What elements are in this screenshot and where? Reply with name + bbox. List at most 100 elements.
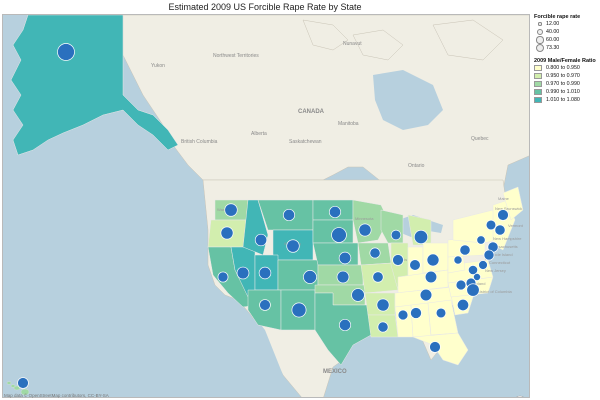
rate-bubble-me[interactable] (497, 209, 509, 221)
arctic-islands (302, 19, 504, 61)
legend-color-swatch (534, 89, 542, 95)
legend-size-label: 40.00 (546, 29, 560, 35)
rate-bubble-id[interactable] (254, 233, 268, 247)
map-canvas[interactable]: Yukon Northwest Territories Nunavut Brit… (2, 14, 530, 398)
label-vermont: Vermont (508, 223, 524, 228)
legend-size-list: 12.00 40.00 60.00 73.30 (534, 20, 598, 52)
rate-bubble-nm[interactable] (291, 302, 307, 318)
rate-bubble-de[interactable] (466, 283, 480, 297)
legend-size-circle-wrap (534, 36, 546, 44)
rate-bubble-al[interactable] (410, 307, 422, 319)
label-canada: CANADA (298, 109, 325, 115)
legend-color-swatch (534, 65, 542, 71)
legend-size-label: 60.00 (546, 37, 560, 43)
rate-bubble-ia[interactable] (369, 247, 381, 259)
legend-size-circle-wrap (534, 28, 546, 36)
rate-bubble-ky[interactable] (424, 270, 438, 284)
label-maryland: Maryland (469, 281, 485, 286)
rate-bubble-fl[interactable] (429, 341, 441, 353)
label-nwt: Northwest Territories (213, 53, 259, 59)
legend-size-item: 12.00 (534, 20, 598, 28)
state-nebraska[interactable] (312, 242, 359, 266)
rate-bubble-nd[interactable] (328, 205, 342, 219)
rate-bubble-md[interactable] (455, 279, 467, 291)
label-rhode-island: Rhode Island (489, 252, 513, 257)
rate-bubble-la[interactable] (377, 321, 389, 333)
zoom-control[interactable] (513, 395, 527, 398)
rate-bubble-wi[interactable] (390, 229, 402, 241)
label-nunavut: Nunavut (343, 41, 362, 47)
state-new-york[interactable] (452, 209, 499, 244)
label-maine: Maine (498, 196, 510, 201)
rate-bubble-mt[interactable] (282, 208, 296, 222)
rate-bubble-mo[interactable] (372, 271, 384, 283)
alaska-region (10, 15, 179, 156)
map-title: Estimated 2009 US Forcible Rape Rate by … (168, 2, 362, 12)
state-maine[interactable] (502, 186, 524, 221)
rate-bubble-va[interactable] (467, 264, 479, 276)
legend-color-swatch (534, 73, 542, 79)
rate-bubble-ok[interactable] (351, 288, 365, 302)
rate-bubble-wa[interactable] (224, 203, 238, 217)
rate-bubbles-layer (17, 43, 509, 389)
label-mexico: MEXICO (323, 369, 347, 375)
legend-panel: Forcible rape rate 12.00 40.00 60.00 73.30 … (534, 14, 598, 164)
rate-bubble-wv[interactable] (453, 255, 463, 265)
legend-size-label: 73.30 (546, 45, 560, 51)
legend-color-item: 1.010 to 1.080 (534, 96, 598, 104)
rate-bubble-tx[interactable] (338, 318, 352, 332)
rate-bubble-ri[interactable] (483, 249, 495, 261)
rate-bubble-az[interactable] (259, 299, 271, 311)
legend-size-label: 12.00 (546, 21, 560, 27)
rate-bubble-nv[interactable] (236, 266, 250, 280)
legend-color-label: 1.010 to 1.080 (546, 97, 580, 103)
rate-bubble-in[interactable] (409, 259, 421, 271)
legend-size-item: 40.00 (534, 28, 598, 36)
rate-bubble-ga[interactable] (435, 307, 447, 319)
label-new-jersey: New Jersey (485, 268, 506, 273)
hudson-bay (373, 70, 443, 130)
legend-color-swatch (534, 81, 542, 87)
legend-color-label: 0.990 to 1.010 (546, 89, 580, 95)
rate-bubble-co[interactable] (303, 270, 317, 284)
rate-bubble-ut[interactable] (258, 266, 272, 280)
rate-bubble-pa[interactable] (459, 244, 471, 256)
rate-bubble-hi[interactable] (17, 377, 29, 389)
label-alberta: Alberta (251, 131, 267, 137)
map-attribution: Map data © OpenStreetMap contributors, C… (4, 393, 109, 398)
label-new-hampshire: New Hampshire (493, 236, 522, 241)
label-saskatchewan: Saskatchewan (289, 139, 322, 145)
rate-bubble-vt[interactable] (485, 219, 497, 231)
rate-bubble-or[interactable] (220, 226, 234, 240)
rate-bubble-ar[interactable] (376, 298, 390, 312)
rate-bubble-sc[interactable] (456, 298, 470, 312)
map-labels: Yukon Northwest Territories Nunavut Brit… (151, 41, 524, 375)
rate-bubble-tn[interactable] (419, 288, 433, 302)
legend-size-item: 73.30 (534, 44, 598, 52)
label-massachusetts: Massachusetts (491, 244, 518, 249)
label-bc: British Columbia (181, 139, 218, 145)
rate-bubble-sd[interactable] (331, 227, 347, 243)
map-svg[interactable]: Yukon Northwest Territories Nunavut Brit… (3, 15, 530, 398)
legend-color-title: 2009 Male/Female Ratio (534, 58, 596, 64)
rate-bubble-ms[interactable] (397, 309, 409, 321)
rate-bubble-mi[interactable] (413, 229, 429, 245)
rate-bubble-il[interactable] (392, 254, 404, 266)
label-connecticut: Connecticut (489, 260, 511, 265)
rate-bubble-ak[interactable] (57, 43, 75, 61)
rate-bubble-ks[interactable] (336, 270, 350, 284)
gulf-of-california (253, 315, 283, 380)
rate-bubble-ny[interactable] (476, 235, 486, 245)
rate-bubble-ct[interactable] (478, 260, 488, 270)
legend-size-circle-wrap (534, 20, 546, 28)
rate-bubble-ca[interactable] (217, 271, 229, 283)
rate-bubble-nj[interactable] (473, 273, 481, 281)
rate-bubble-ne[interactable] (338, 251, 352, 265)
legend-color-item: 0.800 to 0.950 (534, 64, 598, 72)
rate-bubble-nh[interactable] (494, 224, 506, 236)
rate-bubble-mn[interactable] (358, 223, 372, 237)
rate-bubble-oh[interactable] (426, 253, 440, 267)
legend-color-label: 0.800 to 0.950 (546, 65, 580, 71)
rate-bubble-wy[interactable] (286, 239, 300, 253)
